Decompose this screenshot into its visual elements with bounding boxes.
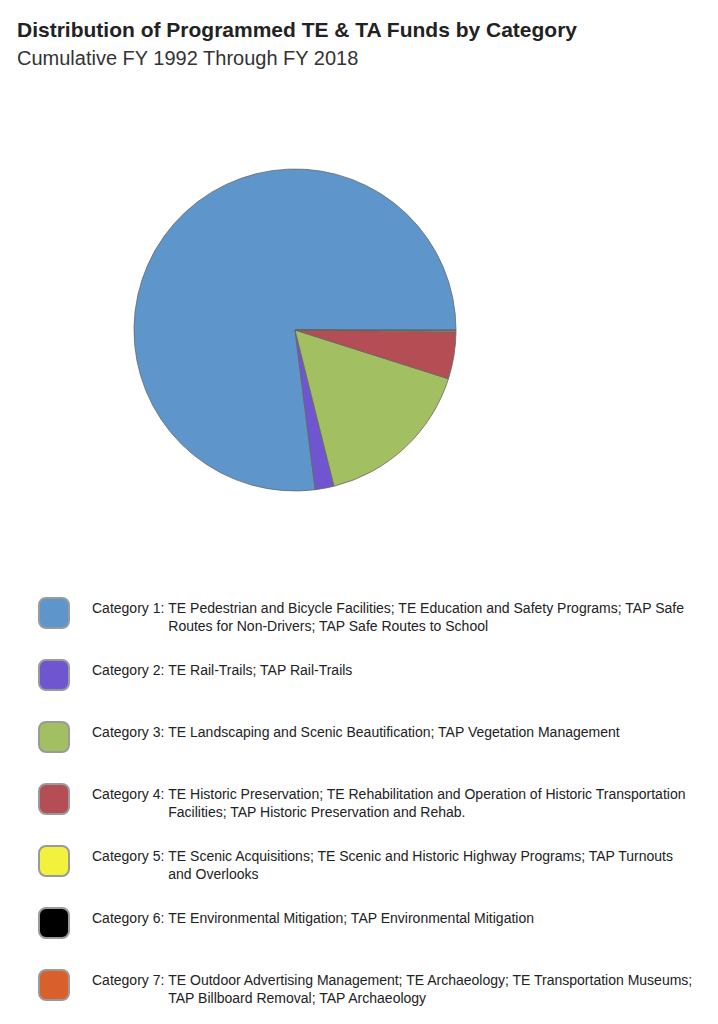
html-text:Category 4: TE Historic Preser: Category 4: TE Historic Preservation; TE… xyxy=(92,786,686,820)
html-text:Category 5: TE Scenic Acquisit: Category 5: TE Scenic Acquisitions; TE S… xyxy=(92,848,673,882)
html-text:Category 6: TE Environmental M: Category 6: TE Environmental Mitigation;… xyxy=(92,910,534,926)
html-text:Category 1: TE Pedestrian and: Category 1: TE Pedestrian and Bicycle Fa… xyxy=(92,600,684,634)
html-text:Category 2: TE Rail-Trails; TA: Category 2: TE Rail-Trails; TAP Rail-Tra… xyxy=(92,662,353,678)
svg-text:Distribution of Programmed TE: Distribution of Programmed TE & TA Funds… xyxy=(17,18,577,41)
svg-text:Cumulative FY 1992 Through FY: Cumulative FY 1992 Through FY 2018 xyxy=(17,47,358,69)
html-text:Category 7: TE Outdoor Adverti: Category 7: TE Outdoor Advertising Manag… xyxy=(92,972,693,1006)
html-text:Category 3: TE Landscaping and: Category 3: TE Landscaping and Scenic Be… xyxy=(92,724,620,740)
